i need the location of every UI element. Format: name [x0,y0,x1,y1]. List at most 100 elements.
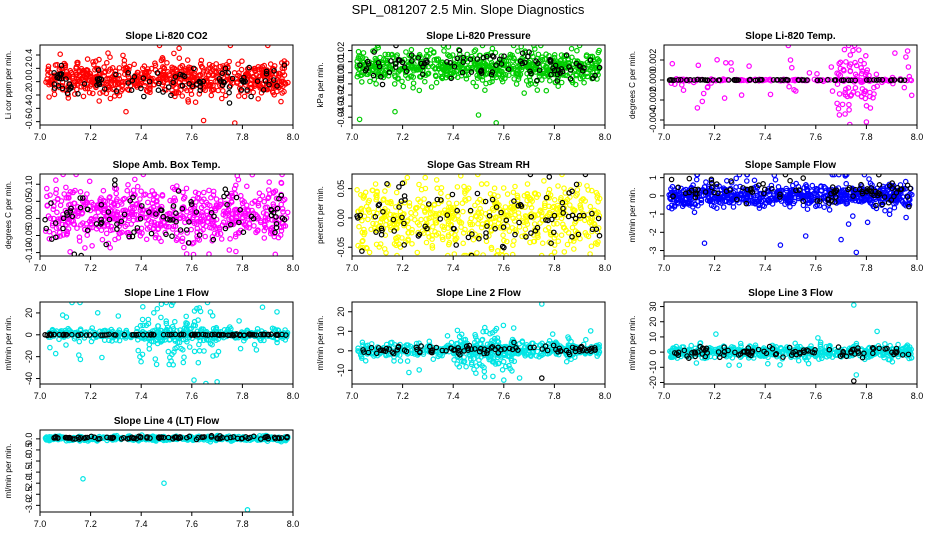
data-point-all [393,235,400,242]
data-point-all [453,235,460,241]
data-point-selected [534,77,540,84]
data-point-selected [501,244,507,251]
data-point-all [270,190,277,196]
data-point-all [152,234,159,241]
data-point-all [450,212,457,219]
x-tick-label: 7.8 [236,132,249,142]
data-point-all [475,220,481,227]
y-tick-label: 0 [648,193,658,198]
data-point-all [256,190,263,197]
data-point-selected [579,68,586,74]
data-point-all [513,81,520,87]
data-point-selected [128,87,135,94]
data-point-all [113,190,120,197]
data-point-all [471,48,478,55]
data-point-all [179,93,186,99]
data-point-all [282,81,289,87]
data-point-selected [224,201,230,208]
data-point-all [561,185,567,192]
data-point-all [477,196,483,203]
data-point-all [416,181,422,188]
data-point-all [562,72,568,79]
data-point-all [870,95,876,101]
y-tick-label: 1 [648,175,658,180]
data-point-selected [423,57,429,64]
data-point-selected [482,198,489,205]
data-point-all [511,208,517,214]
data-point-all [107,95,114,102]
outlier-point [176,45,182,52]
data-point-all [834,100,840,107]
data-point-all [516,65,523,72]
data-point-all [197,308,204,315]
plot-frame [663,44,918,126]
data-point-all [809,182,816,189]
x-tick-label: 7.6 [498,132,511,142]
data-point-all [382,51,389,58]
data-point-all [163,318,170,324]
data-point-all [190,251,197,256]
data-point-selected [493,62,499,68]
data-point-all [209,220,216,227]
data-point-all [694,174,700,178]
data-point-selected [81,81,88,87]
data-point-all [259,193,266,199]
data-point-all [594,192,601,198]
data-point-selected [444,59,450,65]
scatter-points [666,45,915,125]
data-point-all [570,246,577,252]
data-point-all [370,220,376,227]
data-point-all [66,195,72,201]
data-point-all [867,200,874,206]
data-point-selected [196,232,203,238]
y-tick-label: 0.00 [24,210,34,228]
data-point-all [483,181,490,187]
data-point-all [53,186,60,193]
x-tick-label: 8.0 [599,132,612,142]
data-point-all [107,54,113,61]
data-point-selected [733,77,739,83]
data-point-all [98,227,105,234]
x-tick-label: 7.8 [236,263,249,273]
data-point-selected [391,228,398,234]
data-point-all [252,81,258,88]
data-point-selected [832,77,839,83]
data-point-all [239,58,245,65]
data-point-all [74,71,80,78]
data-point-all [680,87,687,94]
data-point-all [416,51,423,58]
data-point-all [113,198,120,205]
data-point-all [423,216,429,222]
data-point-all [86,218,93,225]
data-point-all [108,78,115,84]
data-point-all [76,352,82,358]
data-point-all [273,195,280,202]
data-point-all [854,91,861,97]
data-point-selected [257,331,264,338]
data-point-all [862,95,869,102]
data-point-selected [500,224,507,230]
data-point-all [440,210,446,216]
data-point-all [540,62,547,68]
data-point-selected [891,77,898,83]
data-point-selected [879,201,886,208]
data-point-all [683,200,689,207]
data-point-selected [168,92,174,99]
data-point-selected [876,174,882,178]
data-point-all [363,244,370,251]
data-point-selected [138,85,144,92]
data-point-selected [200,331,206,338]
data-point-selected [740,185,746,191]
data-point-all [874,83,881,90]
data-point-all [721,95,728,101]
data-point-selected [225,332,231,339]
outlier-point [158,302,165,307]
data-point-all [479,77,486,83]
data-point-all [366,249,373,256]
data-point-all [415,196,421,203]
data-point-all [535,191,542,198]
data-point-all [226,247,233,253]
data-point-all [551,197,558,203]
data-point-all [261,227,268,234]
